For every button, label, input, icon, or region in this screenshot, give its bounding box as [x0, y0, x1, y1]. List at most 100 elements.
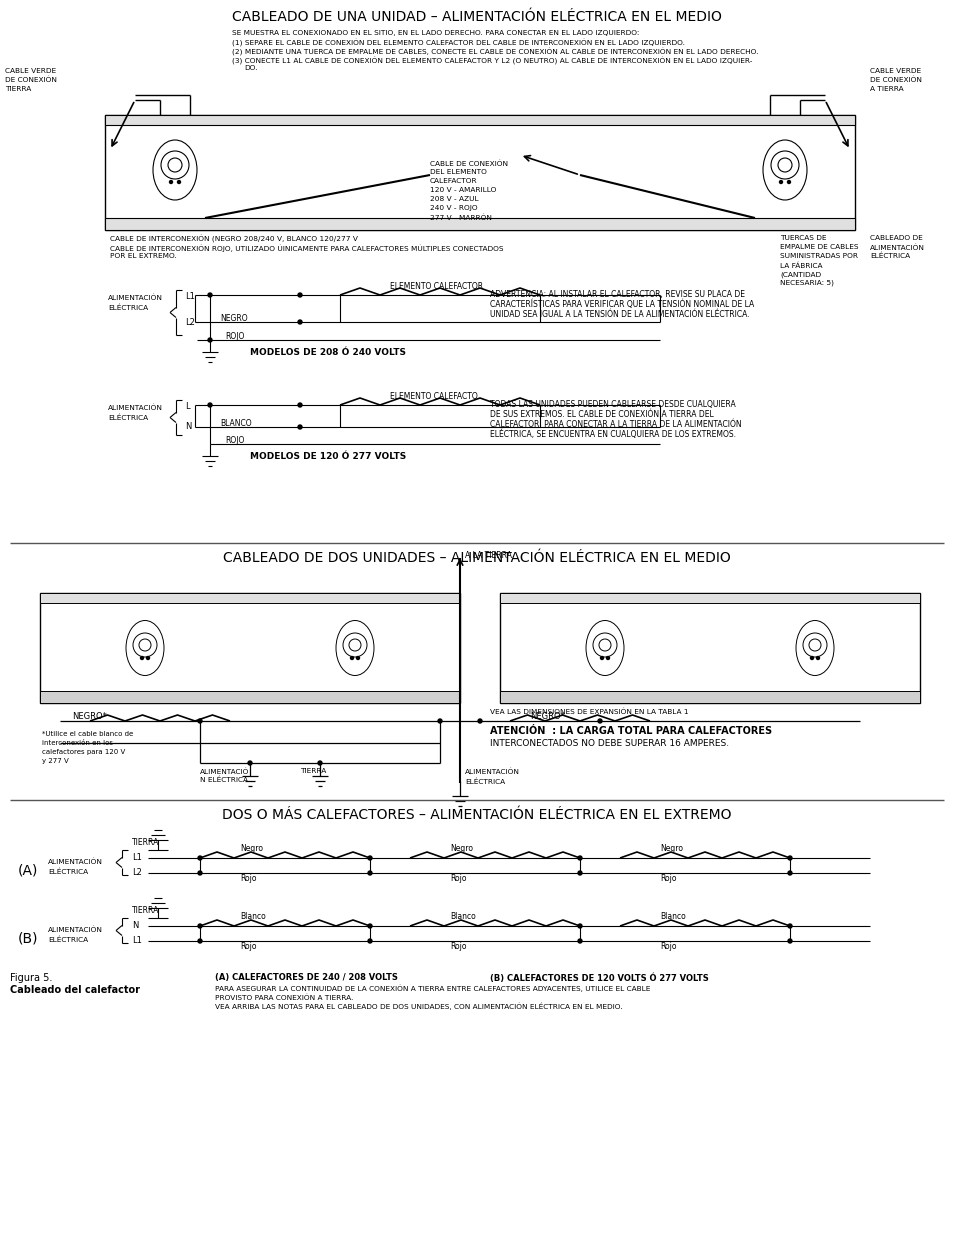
Text: TODAS LAS UNIDADES PUEDEN CABLEARSE DESDE CUALQUIERA: TODAS LAS UNIDADES PUEDEN CABLEARSE DESD… — [490, 400, 735, 409]
Text: CABLEADO DE: CABLEADO DE — [869, 235, 922, 241]
Text: 240 V - ROJO: 240 V - ROJO — [430, 205, 477, 211]
Circle shape — [170, 180, 172, 184]
Bar — [40, 593, 459, 703]
Text: EMPALME DE CABLES: EMPALME DE CABLES — [780, 245, 858, 249]
Text: (1) SEPARE EL CABLE DE CONEXIÓN DEL ELEMENTO CALEFACTOR DEL CABLE DE INTERCONEXI: (1) SEPARE EL CABLE DE CONEXIÓN DEL ELEM… — [232, 40, 684, 47]
Circle shape — [802, 634, 826, 657]
Text: PROVISTO PARA CONEXIÓN A TIERRA.: PROVISTO PARA CONEXIÓN A TIERRA. — [214, 994, 353, 1000]
Text: CABLE VERDE: CABLE VERDE — [5, 68, 56, 74]
Text: y 277 V: y 277 V — [42, 758, 69, 764]
Circle shape — [816, 657, 819, 659]
Bar — [499, 593, 919, 603]
Text: ALIMENTACIÓN: ALIMENTACIÓN — [869, 245, 923, 251]
Text: CALEFACTOR, PARA CONECTAR A LA TIERRA DE LA ALIMENTACIÓN: CALEFACTOR, PARA CONECTAR A LA TIERRA DE… — [490, 420, 740, 430]
Text: ELÉCTRICA: ELÉCTRICA — [108, 304, 148, 310]
Text: UNIDAD SEA IGUAL A LA TENSIÓN DE LA ALIMENTACIÓN ELÉCTRICA.: UNIDAD SEA IGUAL A LA TENSIÓN DE LA ALIM… — [490, 310, 749, 319]
Text: CABLE DE INTERCONEXIÓN (NEGRO 208/240 V, BLANCO 120/277 V: CABLE DE INTERCONEXIÓN (NEGRO 208/240 V,… — [110, 235, 357, 243]
Circle shape — [599, 657, 603, 659]
Text: DE SUS EXTREMOS. EL CABLE DE CONEXIÓN A TIERRA DEL: DE SUS EXTREMOS. EL CABLE DE CONEXIÓN A … — [490, 410, 713, 419]
Circle shape — [770, 151, 799, 179]
Circle shape — [208, 293, 212, 296]
Text: ELÉCTRICA: ELÉCTRICA — [48, 936, 88, 942]
Text: ELÉCTRICA: ELÉCTRICA — [108, 414, 148, 420]
Text: DOS O MÁS CALEFACTORES – ALIMENTACIÓN ELÉCTRICA EN EL EXTREMO: DOS O MÁS CALEFACTORES – ALIMENTACIÓN EL… — [222, 808, 731, 823]
Text: SUMINISTRADAS POR: SUMINISTRADAS POR — [780, 253, 857, 259]
Text: ELÉCTRICA, SE ENCUENTRA EN CUALQUIERA DE LOS EXTREMOS.: ELÉCTRICA, SE ENCUENTRA EN CUALQUIERA DE… — [490, 430, 735, 440]
Text: 208 V - AZUL: 208 V - AZUL — [430, 196, 478, 203]
Circle shape — [368, 924, 372, 927]
Text: Blanco: Blanco — [659, 911, 685, 921]
Text: NEGRO*: NEGRO* — [530, 713, 564, 721]
Circle shape — [198, 856, 202, 860]
Circle shape — [778, 158, 791, 172]
Text: interconexión en los: interconexión en los — [42, 740, 112, 746]
Circle shape — [578, 939, 581, 944]
Text: ELEMENTO CALEFACTOR: ELEMENTO CALEFACTOR — [390, 282, 482, 291]
Circle shape — [578, 871, 581, 876]
Text: ALIMENTACIÓN: ALIMENTACIÓN — [108, 295, 163, 301]
Text: DO.: DO. — [244, 65, 257, 70]
Circle shape — [786, 180, 790, 184]
Circle shape — [132, 634, 157, 657]
Text: (B): (B) — [18, 932, 38, 946]
Text: DEL ELEMENTO: DEL ELEMENTO — [430, 169, 486, 175]
Text: *Utilice el cable blanco de: *Utilice el cable blanco de — [42, 731, 133, 737]
Text: Cableado del calefactor: Cableado del calefactor — [10, 986, 140, 995]
Text: A LA TIERRA: A LA TIERRA — [464, 551, 512, 559]
Ellipse shape — [585, 620, 623, 676]
Circle shape — [578, 924, 581, 927]
Text: L1: L1 — [132, 853, 142, 862]
Text: VEA LAS DIMENSIONES DE EXPANSIÓN EN LA TABLA 1: VEA LAS DIMENSIONES DE EXPANSIÓN EN LA T… — [490, 709, 688, 715]
Bar — [105, 115, 854, 230]
Text: CABLEADO DE UNA UNIDAD – ALIMENTACIÓN ELÉCTRICA EN EL MEDIO: CABLEADO DE UNA UNIDAD – ALIMENTACIÓN EL… — [232, 10, 721, 23]
Bar — [105, 219, 854, 230]
Text: (3) CONECTE L1 AL CABLE DE CONEXIÓN DEL ELEMENTO CALEFACTOR Y L2 (O NEUTRO) AL C: (3) CONECTE L1 AL CABLE DE CONEXIÓN DEL … — [232, 57, 752, 65]
Circle shape — [198, 719, 202, 722]
Text: ELEMENTO CALEFACTO: ELEMENTO CALEFACTO — [390, 391, 477, 401]
Circle shape — [177, 180, 180, 184]
Circle shape — [140, 657, 143, 659]
Text: L2: L2 — [185, 317, 194, 327]
Circle shape — [578, 856, 581, 860]
Text: L2: L2 — [132, 868, 142, 877]
Circle shape — [208, 403, 212, 408]
Text: N: N — [185, 422, 192, 431]
Text: Blanco: Blanco — [450, 911, 476, 921]
Circle shape — [810, 657, 813, 659]
Circle shape — [787, 871, 791, 876]
Text: Rojo: Rojo — [240, 942, 256, 951]
Text: CARACTERÍSTICAS PARA VERIFICAR QUE LA TENSIÓN NOMINAL DE LA: CARACTERÍSTICAS PARA VERIFICAR QUE LA TE… — [490, 300, 754, 310]
Circle shape — [787, 924, 791, 927]
Text: TUERCAS DE: TUERCAS DE — [780, 235, 825, 241]
Circle shape — [787, 856, 791, 860]
Text: Rojo: Rojo — [450, 942, 466, 951]
Text: ROJO: ROJO — [225, 332, 244, 341]
Text: CABLE DE CONEXIÓN: CABLE DE CONEXIÓN — [430, 161, 507, 167]
Ellipse shape — [795, 620, 833, 676]
Text: calefactores para 120 V: calefactores para 120 V — [42, 748, 125, 755]
Circle shape — [139, 638, 151, 651]
Text: L: L — [185, 403, 190, 411]
Circle shape — [349, 638, 360, 651]
Text: INTERCONECTADOS NO DEBE SUPERAR 16 AMPERES.: INTERCONECTADOS NO DEBE SUPERAR 16 AMPER… — [490, 739, 728, 748]
Text: CABLE VERDE: CABLE VERDE — [869, 68, 921, 74]
Text: Blanco: Blanco — [240, 911, 266, 921]
Circle shape — [437, 719, 441, 722]
Ellipse shape — [762, 140, 806, 200]
Circle shape — [161, 151, 189, 179]
Text: N: N — [132, 921, 138, 930]
Text: L1: L1 — [185, 291, 194, 301]
Circle shape — [208, 338, 212, 342]
Circle shape — [787, 939, 791, 944]
Text: (2) MEDIANTE UNA TUERCA DE EMPALME DE CABLES, CONECTE EL CABLE DE CONEXIÓN AL CA: (2) MEDIANTE UNA TUERCA DE EMPALME DE CA… — [232, 48, 758, 56]
Text: PARA ASEGURAR LA CONTINUIDAD DE LA CONEXIÓN A TIERRA ENTRE CALEFACTORES ADYACENT: PARA ASEGURAR LA CONTINUIDAD DE LA CONEX… — [214, 986, 650, 993]
Bar — [40, 692, 459, 703]
Circle shape — [477, 719, 481, 722]
Circle shape — [297, 403, 302, 408]
Text: ELÉCTRICA: ELÉCTRICA — [464, 778, 504, 784]
Text: ROJO: ROJO — [225, 436, 244, 445]
Circle shape — [317, 761, 322, 764]
Circle shape — [606, 657, 609, 659]
Text: ALIMENTACIÓN: ALIMENTACIÓN — [48, 860, 103, 866]
Circle shape — [147, 657, 150, 659]
